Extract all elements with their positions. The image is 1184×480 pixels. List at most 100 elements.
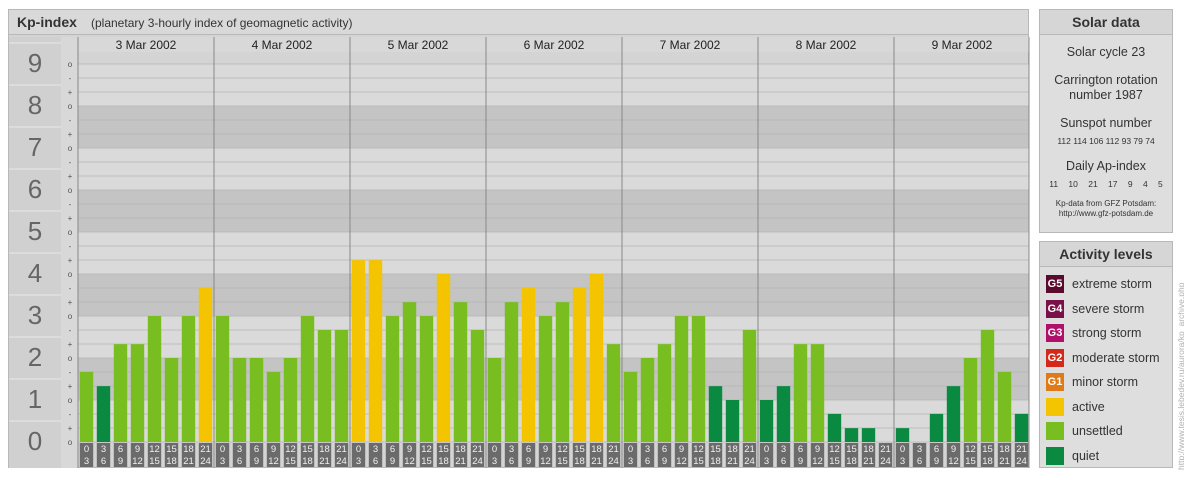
interval-start-label: 3 <box>101 444 106 455</box>
solar-data-title: Solar data <box>1040 10 1172 35</box>
interval-cell <box>266 443 281 467</box>
kp-bar <box>215 316 230 442</box>
interval-cell <box>827 443 842 467</box>
legend-label: unsettled <box>1072 424 1123 438</box>
kp-bar <box>113 344 128 442</box>
minor-tick-label: - <box>69 242 72 251</box>
minor-tick-label: + <box>68 424 73 433</box>
interval-cell <box>470 443 485 467</box>
legend-label: moderate storm <box>1072 350 1160 365</box>
y-tick-label: 4 <box>28 258 42 288</box>
interval-start-label: 9 <box>543 444 548 455</box>
kp-bar <box>963 358 978 442</box>
kp-band-6 <box>78 148 1029 190</box>
interval-cell <box>402 443 417 467</box>
kp-bar <box>521 287 536 442</box>
minor-tick-label: o <box>68 312 73 321</box>
date-strip <box>78 37 1029 52</box>
interval-end-label: 21 <box>727 456 738 467</box>
minor-tick-label: + <box>68 382 73 391</box>
interval-start-label: 0 <box>356 444 361 455</box>
legend-swatch: G3 <box>1046 324 1064 342</box>
minor-tick-label: + <box>68 298 73 307</box>
interval-end-label: 12 <box>676 456 687 467</box>
legend-label: minor storm <box>1072 375 1138 389</box>
kp-bar <box>844 428 859 442</box>
kp-bar <box>164 358 179 442</box>
interval-start-label: 6 <box>390 444 395 455</box>
interval-cell <box>725 443 740 467</box>
kp-bar <box>402 302 417 442</box>
interval-cell <box>113 443 128 467</box>
carrington-line-1: Carrington rotation <box>1054 73 1158 87</box>
kp-band-7 <box>78 106 1029 148</box>
kp-band-4 <box>78 232 1029 274</box>
kp-bar <box>419 316 434 442</box>
legend-swatch: G2 <box>1046 348 1064 367</box>
interval-start-label: 18 <box>319 444 330 455</box>
interval-end-label: 21 <box>999 456 1010 467</box>
legend-swatch: G4 <box>1046 299 1064 318</box>
source-line-2: http://www.gfz-potsdam.de <box>1058 209 1154 218</box>
minor-tick-label: o <box>68 438 73 447</box>
interval-cell <box>436 443 451 467</box>
interval-start-label: 15 <box>438 444 449 455</box>
interval-start-label: 6 <box>662 444 667 455</box>
interval-end-label: 12 <box>404 456 415 467</box>
interval-start-label: 0 <box>628 444 633 455</box>
ap-label: Daily Ap-index <box>1066 159 1146 173</box>
kp-bar <box>810 344 825 442</box>
interval-start-label: 6 <box>798 444 803 455</box>
kp-bar <box>759 400 774 442</box>
kp-bar <box>589 274 604 442</box>
interval-end-label: 12 <box>812 456 823 467</box>
interval-start-label: 12 <box>421 444 432 455</box>
kp-bar <box>572 287 587 442</box>
y-tick-label: 8 <box>28 90 42 120</box>
day-label: 6 Mar 2002 <box>524 38 585 52</box>
kp-bar <box>776 386 791 442</box>
interval-end-label: 24 <box>1016 456 1027 467</box>
interval-end-label: 24 <box>200 456 211 467</box>
interval-start-label: 21 <box>472 444 483 455</box>
interval-end-label: 3 <box>900 456 905 467</box>
interval-cell <box>419 443 434 467</box>
interval-end-label: 3 <box>628 456 633 467</box>
interval-start-label: 15 <box>846 444 857 455</box>
legend-swatch: G5 <box>1046 275 1064 293</box>
interval-cell <box>1014 443 1029 467</box>
interval-start-label: 9 <box>407 444 412 455</box>
kp-bar <box>861 428 876 442</box>
minor-tick-label: + <box>68 256 73 265</box>
interval-start-label: 6 <box>254 444 259 455</box>
interval-start-label: 15 <box>982 444 993 455</box>
interval-end-label: 18 <box>166 456 177 467</box>
interval-end-label: 21 <box>591 456 602 467</box>
interval-start-label: 15 <box>302 444 313 455</box>
carrington-line-2: number 1987 <box>1069 88 1143 102</box>
interval-cell <box>453 443 468 467</box>
interval-cell <box>742 443 757 467</box>
interval-end-label: 9 <box>934 456 939 467</box>
kp-bar <box>198 287 213 442</box>
interval-start-label: 3 <box>645 444 650 455</box>
interval-end-label: 6 <box>237 456 242 467</box>
interval-cell <box>538 443 553 467</box>
kp-bar <box>96 386 111 442</box>
sunspot-label: Sunspot number <box>1060 116 1152 130</box>
interval-end-label: 24 <box>880 456 891 467</box>
interval-cell <box>164 443 179 467</box>
interval-cell <box>504 443 519 467</box>
interval-cell <box>368 443 383 467</box>
kp-bar <box>640 358 655 442</box>
interval-end-label: 9 <box>118 456 123 467</box>
interval-end-label: 15 <box>285 456 296 467</box>
interval-cell <box>759 443 774 467</box>
interval-start-label: 21 <box>336 444 347 455</box>
kp-bar <box>385 316 400 442</box>
interval-start-label: 21 <box>1016 444 1027 455</box>
interval-start-label: 0 <box>492 444 497 455</box>
interval-cell <box>623 443 638 467</box>
interval-start-label: 18 <box>591 444 602 455</box>
minor-tick-label: - <box>69 284 72 293</box>
